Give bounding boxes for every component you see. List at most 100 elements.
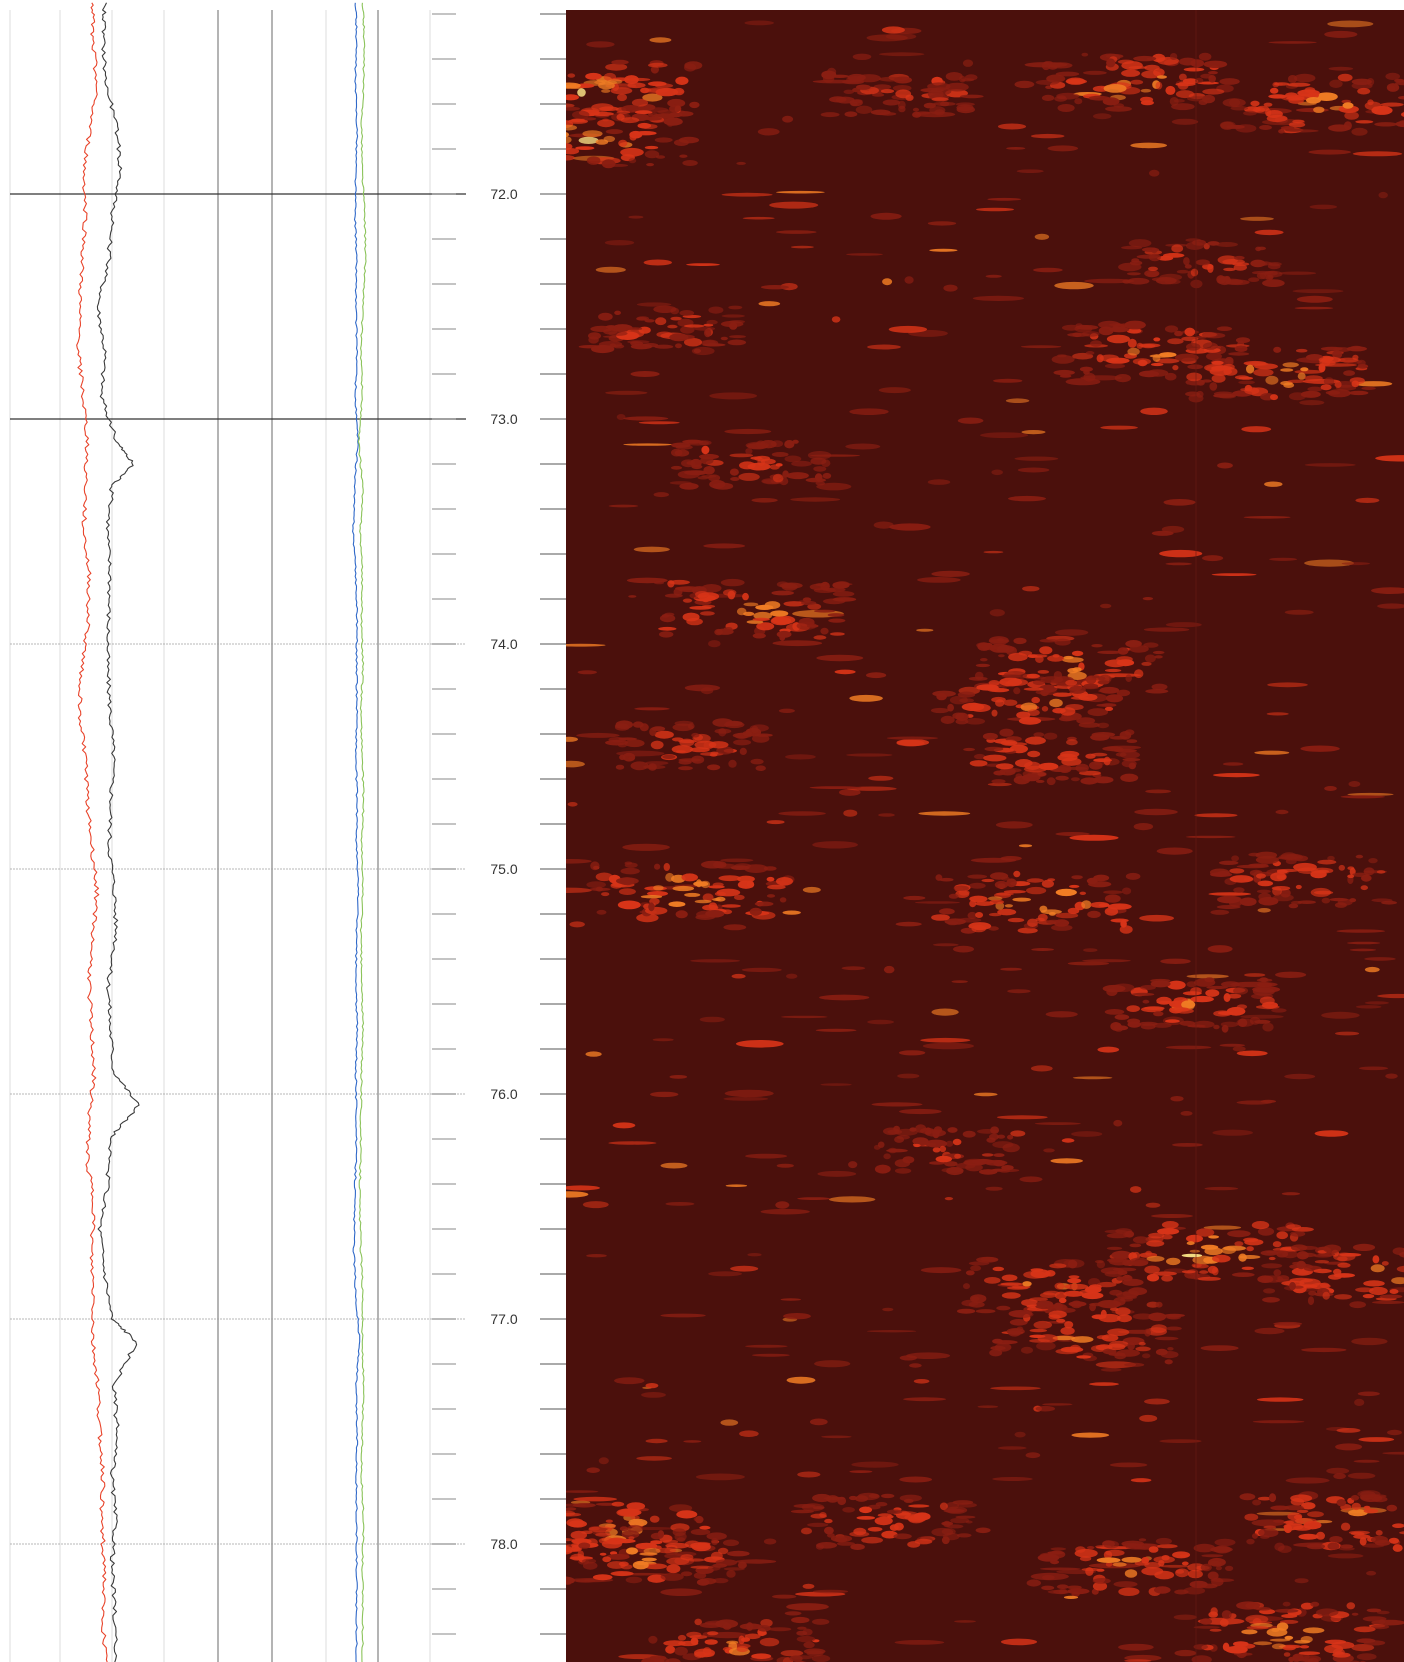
image-bright-spot — [1089, 761, 1103, 770]
image-streak — [766, 820, 785, 825]
image-bright-spot — [639, 123, 658, 130]
image-bright-spot — [949, 695, 968, 705]
image-bright-spot — [892, 85, 912, 92]
image-bright-spot — [712, 718, 733, 727]
image-bright-spot — [1055, 912, 1079, 919]
image-streak — [954, 1620, 976, 1623]
image-bright-spot — [648, 112, 658, 117]
image-bright-spot — [1240, 388, 1250, 392]
image-bright-spot — [984, 1277, 1001, 1284]
image-bright-spot — [614, 310, 621, 315]
image-bright-spot — [776, 1656, 794, 1662]
image-streak — [1097, 650, 1123, 654]
image-streak — [1275, 809, 1289, 815]
image-bright-spot — [754, 733, 773, 737]
image-bright-spot — [1181, 1561, 1189, 1566]
image-bright-spot — [969, 760, 988, 767]
image-streak — [1326, 1467, 1350, 1474]
image-bright-spot — [1009, 1319, 1028, 1326]
image-bright-spot — [1117, 647, 1129, 655]
image-bright-spot — [1288, 97, 1304, 104]
image-bright-spot — [1262, 279, 1285, 287]
image-bright-spot — [712, 898, 721, 901]
image-bright-spot — [708, 741, 729, 749]
image-bright-spot — [658, 626, 677, 631]
image-bright-spot — [1013, 870, 1021, 878]
image-bright-spot — [694, 1648, 715, 1658]
image-bright-spot — [698, 440, 712, 446]
image-bright-spot — [1116, 689, 1131, 697]
image-bright-spot — [1386, 1504, 1398, 1512]
image-streak — [888, 325, 928, 333]
image-bright-spot — [1025, 736, 1046, 745]
image-bright-spot — [1098, 689, 1111, 693]
image-bright-spot — [1169, 53, 1178, 60]
image-bright-spot — [1151, 683, 1168, 691]
image-bright-spot — [1065, 704, 1084, 711]
image-bright-spot — [1363, 1280, 1385, 1287]
image-bright-spot — [1056, 1584, 1069, 1589]
image-bright-spot — [881, 1493, 895, 1499]
image-streak — [780, 1298, 801, 1301]
image-bright-spot — [599, 1552, 607, 1556]
image-bright-spot — [1161, 1275, 1173, 1282]
image-bright-spot — [648, 1635, 658, 1644]
image-bright-spot — [1161, 1555, 1170, 1561]
image-bright-spot — [1152, 354, 1161, 362]
image-bright-spot — [793, 1504, 816, 1508]
image-bright-spot — [1130, 79, 1144, 85]
image-streak — [760, 1208, 810, 1215]
image-bright-spot — [832, 597, 857, 602]
image-bright-spot — [786, 472, 809, 480]
image-bright-spot — [1195, 259, 1210, 266]
image-bright-spot — [690, 747, 710, 753]
image-bright-spot — [749, 907, 762, 916]
image-bright-spot — [912, 111, 922, 118]
image-bright-spot — [1263, 102, 1273, 107]
image-bright-spot — [739, 1623, 763, 1630]
image-streak — [1134, 808, 1178, 816]
depth-label: 73.0 — [490, 411, 517, 427]
image-bright-spot — [894, 1168, 912, 1174]
image-bright-spot — [1184, 327, 1196, 337]
image-bright-spot — [1204, 977, 1215, 983]
image-streak — [566, 887, 592, 893]
image-bright-spot — [1200, 73, 1213, 79]
depth-label: 72.0 — [490, 186, 517, 202]
image-bright-spot — [624, 739, 645, 748]
image-bright-spot — [1109, 323, 1125, 327]
image-bright-spot — [1202, 88, 1225, 95]
image-bright-spot — [714, 891, 727, 897]
image-streak — [731, 973, 746, 979]
image-bright-spot — [1011, 1311, 1034, 1318]
image-bright-spot — [1297, 89, 1320, 97]
image-streak — [1071, 777, 1080, 782]
image-bright-spot — [861, 1536, 883, 1544]
image-streak — [1377, 993, 1404, 999]
image-bright-spot — [566, 148, 580, 155]
image-streak — [1284, 609, 1314, 615]
image-streak — [1208, 892, 1252, 896]
image-bright-spot — [1318, 356, 1342, 364]
image-bright-spot — [988, 680, 1000, 686]
image-bright-spot — [613, 344, 625, 349]
image-bright-spot — [566, 155, 575, 161]
image-bright-spot — [1233, 255, 1245, 260]
image-bright-spot — [617, 900, 641, 910]
image-streak — [1140, 407, 1168, 415]
image-bright-spot — [671, 442, 691, 448]
image-bright-spot — [1351, 1612, 1359, 1616]
image-bright-spot — [1155, 358, 1180, 364]
image-streak — [895, 921, 922, 927]
image-bright-spot — [1113, 103, 1125, 108]
image-bright-spot — [1000, 1282, 1023, 1286]
image-bright-spot — [1046, 74, 1066, 83]
image-bright-spot — [715, 1619, 739, 1629]
image-bright-spot — [983, 754, 1007, 762]
image-bright-spot — [775, 463, 783, 467]
image-bright-spot — [566, 106, 580, 111]
image-bright-spot — [1017, 927, 1038, 934]
image-streak — [1143, 627, 1190, 632]
image-bright-spot — [1273, 893, 1294, 902]
depth-label: 76.0 — [490, 1086, 517, 1102]
